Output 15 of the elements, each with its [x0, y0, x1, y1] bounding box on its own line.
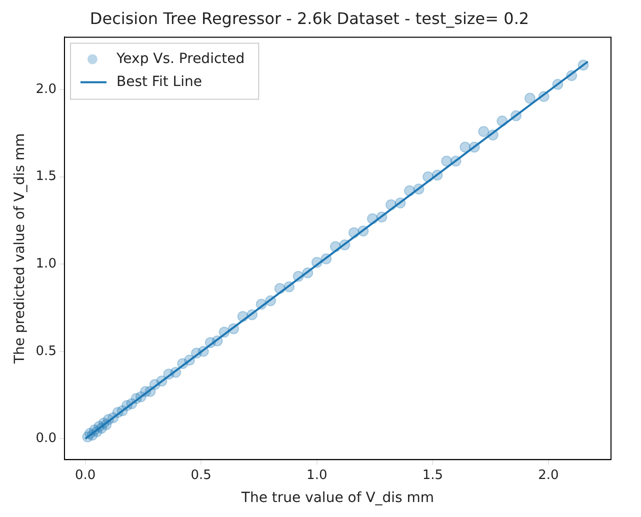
y-tick-label: 2.0 — [36, 82, 56, 97]
y-tick-label: 1.0 — [36, 256, 56, 272]
y-tick-label: 0.0 — [36, 431, 56, 446]
chart-title: Decision Tree Regressor - 2.6k Dataset - test_size= 0.2 — [90, 8, 530, 28]
y-tick-label: 0.5 — [36, 344, 56, 359]
x-tick-label: 0.0 — [74, 468, 96, 483]
y-tick-label: 1.5 — [36, 169, 56, 184]
x-tick-label: 0.5 — [190, 468, 212, 483]
x-tick-label: 1.0 — [306, 468, 328, 483]
x-tick-label: 2.0 — [538, 468, 559, 483]
y-axis-title: The predicted value of V_dis mm — [12, 133, 28, 365]
legend-label: Best Fit Line — [116, 74, 202, 90]
legend-label: Yexp Vs. Predicted — [115, 50, 245, 67]
x-axis-title: The true value of V_dis mm — [240, 490, 434, 506]
x-tick-label: 1.5 — [422, 468, 444, 483]
